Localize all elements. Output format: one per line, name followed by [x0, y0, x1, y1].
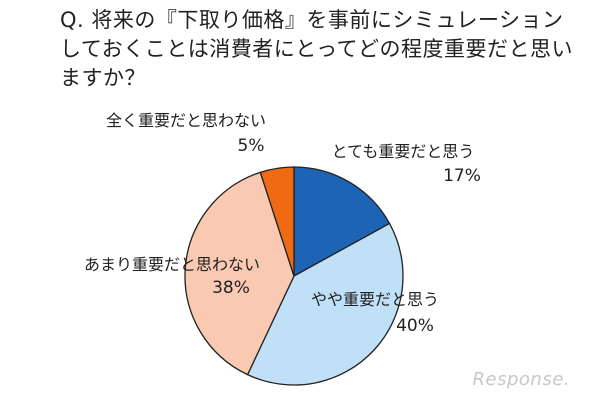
slice-not-at-all-important-value-label: 5% — [238, 136, 265, 156]
slice-not-very-important — [184, 171, 295, 376]
slice-somewhat-important-label: やや重要だと思う — [311, 290, 439, 309]
response-watermark: Response. — [472, 369, 570, 390]
chart-title: Q. 将来の『下取り価格』を事前にシミュレーションしておくことは消費者にとってど… — [60, 8, 574, 90]
slice-not-at-all-important — [259, 166, 295, 277]
slice-very-important-value-label: 17% — [443, 166, 481, 186]
slice-not-very-important-label: あまり重要だと思わない — [84, 255, 260, 274]
slice-not-at-all-important-label: 全く重要だと思わない — [106, 111, 266, 130]
pie-labels: とても重要だと思う 17% やや重要だと思う 40% あまり重要だと思わない 38% 全く重… — [84, 111, 481, 336]
slice-somewhat-important-value-label: 40% — [396, 316, 434, 336]
slice-not-very-important-value-label: 38% — [212, 278, 250, 298]
slice-very-important — [293, 166, 391, 278]
slice-somewhat-important — [246, 222, 404, 386]
pie-slices — [184, 166, 404, 386]
slice-very-important-label: とても重要だと思う — [332, 142, 475, 161]
